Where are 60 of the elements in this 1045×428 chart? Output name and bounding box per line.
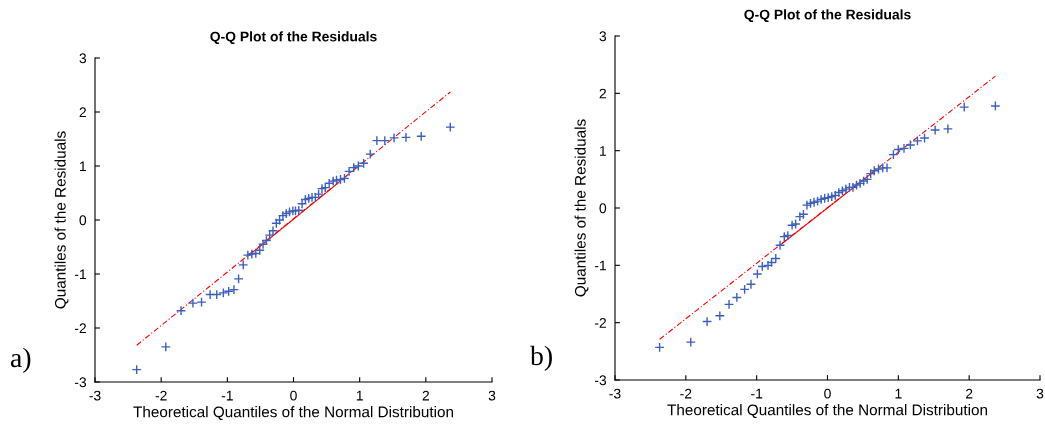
x-tick-label: 1	[895, 388, 902, 399]
point	[990, 100, 1001, 112]
x-axis-title: Theoretical Quantiles of the Normal Distribution	[667, 404, 988, 419]
x-tick-label: 3	[488, 390, 496, 401]
point	[445, 122, 456, 133]
text: a)	[10, 347, 31, 373]
point	[160, 341, 171, 352]
y-tick-label: -3	[594, 375, 607, 386]
y-tick-label: 1	[600, 146, 606, 156]
x-tick-label: 2	[422, 390, 429, 401]
x-tick-label: 0	[290, 390, 297, 401]
x-tick-label: 2	[966, 388, 973, 399]
y-tick-label: 1	[80, 161, 86, 172]
point	[175, 305, 187, 316]
y-tick-label: 0	[599, 203, 607, 214]
x-tick-label: 1	[356, 390, 363, 401]
point	[242, 250, 253, 261]
y-axis-title: Quantiles of the Residuals	[574, 119, 589, 297]
y-tick-label: -2	[594, 318, 606, 328]
text: b)	[530, 345, 552, 371]
y-tick-label: -1	[594, 260, 606, 271]
y-axis-title: Quantiles of the Residuals	[54, 131, 69, 309]
point	[365, 149, 376, 160]
y-tick-label: -1	[74, 269, 86, 280]
point	[723, 299, 735, 310]
point	[731, 292, 742, 303]
y-tick-label: 3	[599, 31, 607, 42]
x-tick-label: 3	[1036, 388, 1044, 399]
point	[238, 259, 249, 270]
y-tick-label: 2	[599, 88, 606, 99]
x-tick-label: -2	[680, 388, 692, 399]
y-tick-label: 2	[79, 107, 86, 118]
x-tick-label: -2	[155, 390, 167, 401]
point	[942, 123, 954, 134]
point	[400, 132, 412, 143]
point	[714, 310, 725, 321]
y-tick-label: -3	[74, 377, 87, 388]
point	[379, 135, 390, 146]
x-tick-label: -1	[751, 388, 763, 399]
x-tick-label: 0	[824, 388, 831, 399]
y-tick-label: 3	[79, 53, 87, 64]
x-axis-title: Theoretical Quantiles of the Normal Distribution	[133, 406, 454, 421]
point	[196, 296, 207, 308]
point	[701, 316, 713, 327]
point	[246, 248, 257, 260]
point	[930, 124, 941, 136]
y-tick-label: 0	[79, 215, 87, 226]
point	[959, 102, 970, 113]
chart-title: Q-Q Plot of the Residuals	[210, 31, 377, 45]
chart-title: Q-Q Plot of the Residuals	[744, 9, 911, 23]
x-tick-label: -3	[609, 388, 621, 399]
point	[187, 298, 199, 309]
point	[774, 240, 786, 251]
x-tick-label: -1	[221, 390, 233, 401]
x-tick-label: -3	[89, 390, 101, 401]
point	[371, 135, 382, 146]
point	[233, 273, 244, 284]
y-tick-label: -2	[74, 323, 86, 334]
point	[388, 132, 400, 144]
point	[685, 337, 696, 348]
